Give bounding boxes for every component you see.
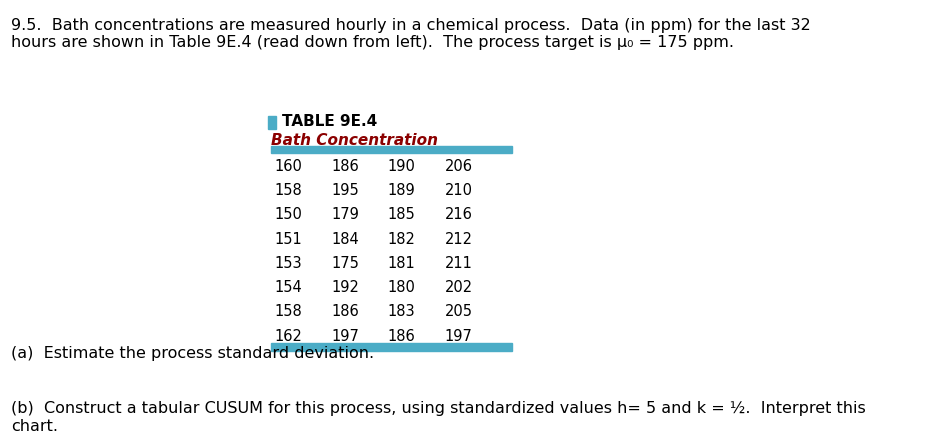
Text: 186: 186 [331,304,359,319]
Text: (a)  Estimate the process standard deviation.: (a) Estimate the process standard deviat… [11,346,375,361]
Text: 154: 154 [274,280,302,295]
Text: (b)  Construct a tabular CUSUM for this process, using standardized values h= 5 : (b) Construct a tabular CUSUM for this p… [11,401,867,434]
Text: 192: 192 [331,280,359,295]
Text: 153: 153 [274,256,302,271]
Text: 212: 212 [445,232,473,247]
Text: 210: 210 [445,183,473,198]
Text: 186: 186 [331,159,359,174]
Text: 158: 158 [274,183,302,198]
Text: 202: 202 [445,280,473,295]
Text: 182: 182 [388,232,415,247]
Text: 151: 151 [274,232,302,247]
Bar [271,146,512,153]
Text: 205: 205 [445,304,473,319]
Text: 190: 190 [388,159,415,174]
Text: 150: 150 [274,207,302,222]
Text: 197: 197 [445,329,472,344]
Text: 160: 160 [274,159,302,174]
Bar [268,116,276,129]
Text: 162: 162 [274,329,302,344]
Text: 206: 206 [445,159,473,174]
Text: 180: 180 [388,280,415,295]
Text: 195: 195 [331,183,359,198]
Text: 216: 216 [445,207,472,222]
Text: 179: 179 [331,207,359,222]
Bar [271,343,512,351]
Text: Bath Concentration: Bath Concentration [271,133,438,148]
Text: 184: 184 [331,232,359,247]
Text: 9.5.  Bath concentrations are measured hourly in a chemical process.  Data (in p: 9.5. Bath concentrations are measured ho… [11,18,811,50]
Text: 197: 197 [331,329,359,344]
Text: 185: 185 [388,207,415,222]
Text: 211: 211 [445,256,472,271]
Text: 181: 181 [388,256,415,271]
Text: TABLE 9E.4: TABLE 9E.4 [282,114,377,129]
Text: 183: 183 [388,304,415,319]
Text: 175: 175 [331,256,359,271]
Text: 158: 158 [274,304,302,319]
Text: 186: 186 [388,329,415,344]
Text: 189: 189 [388,183,415,198]
